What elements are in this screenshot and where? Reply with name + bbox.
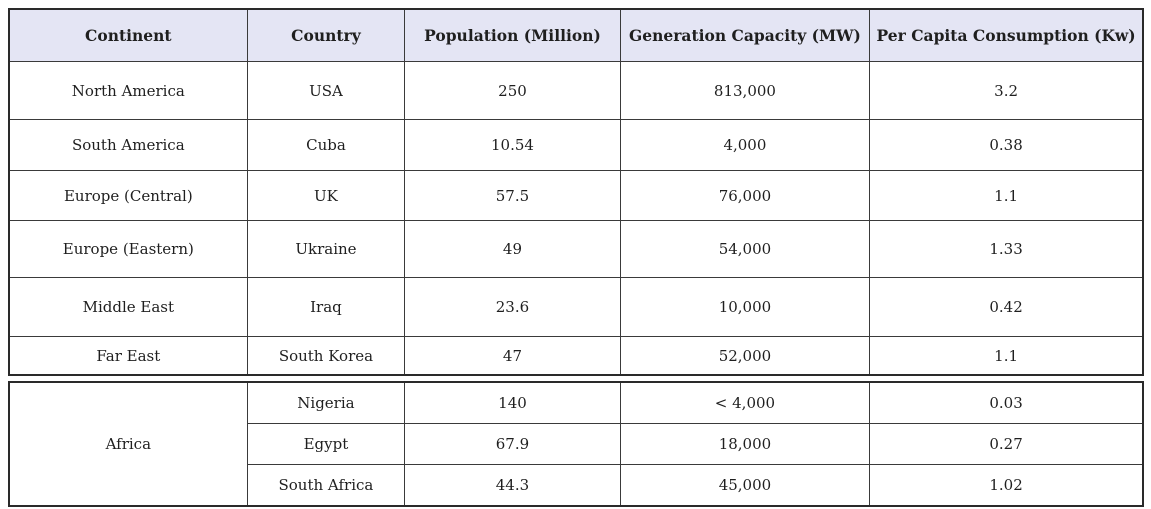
cell-consumption: 1.33 (869, 220, 1144, 278)
cell-country: South Korea (246, 336, 406, 376)
cell-capacity: 52,000 (619, 336, 871, 376)
cell-continent-africa: Africa (8, 381, 248, 507)
header-continent: Continent (8, 8, 248, 62)
cell-capacity: 76,000 (619, 170, 871, 221)
cell-capacity: 813,000 (619, 61, 871, 120)
cell-continent: Far East (8, 336, 248, 376)
cell-consumption: 0.38 (869, 119, 1144, 171)
cell-consumption: 1.02 (869, 464, 1144, 507)
cell-population: 10.54 (404, 119, 621, 171)
cell-population: 44.3 (404, 464, 621, 507)
cell-capacity: 4,000 (619, 119, 871, 171)
table-row-nigeria: Africa Nigeria 140 < 4,000 0.03 (8, 381, 1144, 507)
cell-consumption: 1.1 (869, 336, 1144, 376)
cell-capacity: 45,000 (619, 464, 871, 507)
cell-continent: Middle East (8, 277, 248, 337)
cell-population: 47 (404, 336, 621, 376)
table-row-far-east: Far East South Korea 47 52,000 1.1 (8, 336, 1144, 376)
header-per-capita-consumption: Per Capita Consumption (Kw) (869, 8, 1144, 62)
cell-population: 140 (404, 381, 621, 424)
cell-continent: North America (8, 61, 248, 120)
cell-country: Iraq (246, 277, 406, 337)
header-population: Population (Million) (404, 8, 621, 62)
table-row-north-america: North America USA 250 813,000 3.2 (8, 61, 1144, 120)
cell-country: Ukraine (246, 220, 406, 278)
cell-country: Cuba (246, 119, 406, 171)
table-row-south-america: South America Cuba 10.54 4,000 0.38 (8, 119, 1144, 171)
cell-country: South Africa (246, 464, 406, 507)
main-table: Continent Country Population (Million) G… (8, 8, 1144, 376)
cell-continent: Europe (Central) (8, 170, 248, 221)
cell-population: 57.5 (404, 170, 621, 221)
cell-consumption: 0.27 (869, 423, 1144, 465)
cell-country: UK (246, 170, 406, 221)
cell-country: Nigeria (246, 381, 406, 424)
cell-consumption: 3.2 (869, 61, 1144, 120)
table-row-egypt: Egypt 67.9 18,000 0.27 (9, 423, 1144, 465)
cell-capacity: 18,000 (619, 423, 871, 465)
africa-group-table: Africa Nigeria 140 < 4,000 0.03 Egypt 67… (8, 381, 1144, 507)
header-generation-capacity: Generation Capacity (MW) (619, 8, 871, 62)
cell-capacity: 10,000 (619, 277, 871, 337)
cell-capacity: 54,000 (619, 220, 871, 278)
table-row-europe-eastern: Europe (Eastern) Ukraine 49 54,000 1.33 (8, 220, 1144, 278)
cell-population: 67.9 (404, 423, 621, 465)
cell-consumption: 0.03 (869, 381, 1144, 424)
table-row-middle-east: Middle East Iraq 23.6 10,000 0.42 (8, 277, 1144, 337)
cell-country: USA (246, 61, 406, 120)
cell-population: 23.6 (404, 277, 621, 337)
table-row-europe-central: Europe (Central) UK 57.5 76,000 1.1 (8, 170, 1144, 221)
cell-capacity: < 4,000 (619, 381, 871, 424)
table-row-south-africa: South Africa 44.3 45,000 1.02 (9, 464, 1144, 507)
electricity-data-table: Continent Country Population (Million) G… (8, 8, 1144, 507)
cell-population: 250 (404, 61, 621, 120)
cell-continent: Europe (Eastern) (8, 220, 248, 278)
cell-consumption: 1.1 (869, 170, 1144, 221)
cell-country: Egypt (246, 423, 406, 465)
header-row: Continent Country Population (Million) G… (8, 8, 1144, 62)
cell-continent: South America (8, 119, 248, 171)
cell-consumption: 0.42 (869, 277, 1144, 337)
cell-population: 49 (404, 220, 621, 278)
header-country: Country (246, 8, 406, 62)
